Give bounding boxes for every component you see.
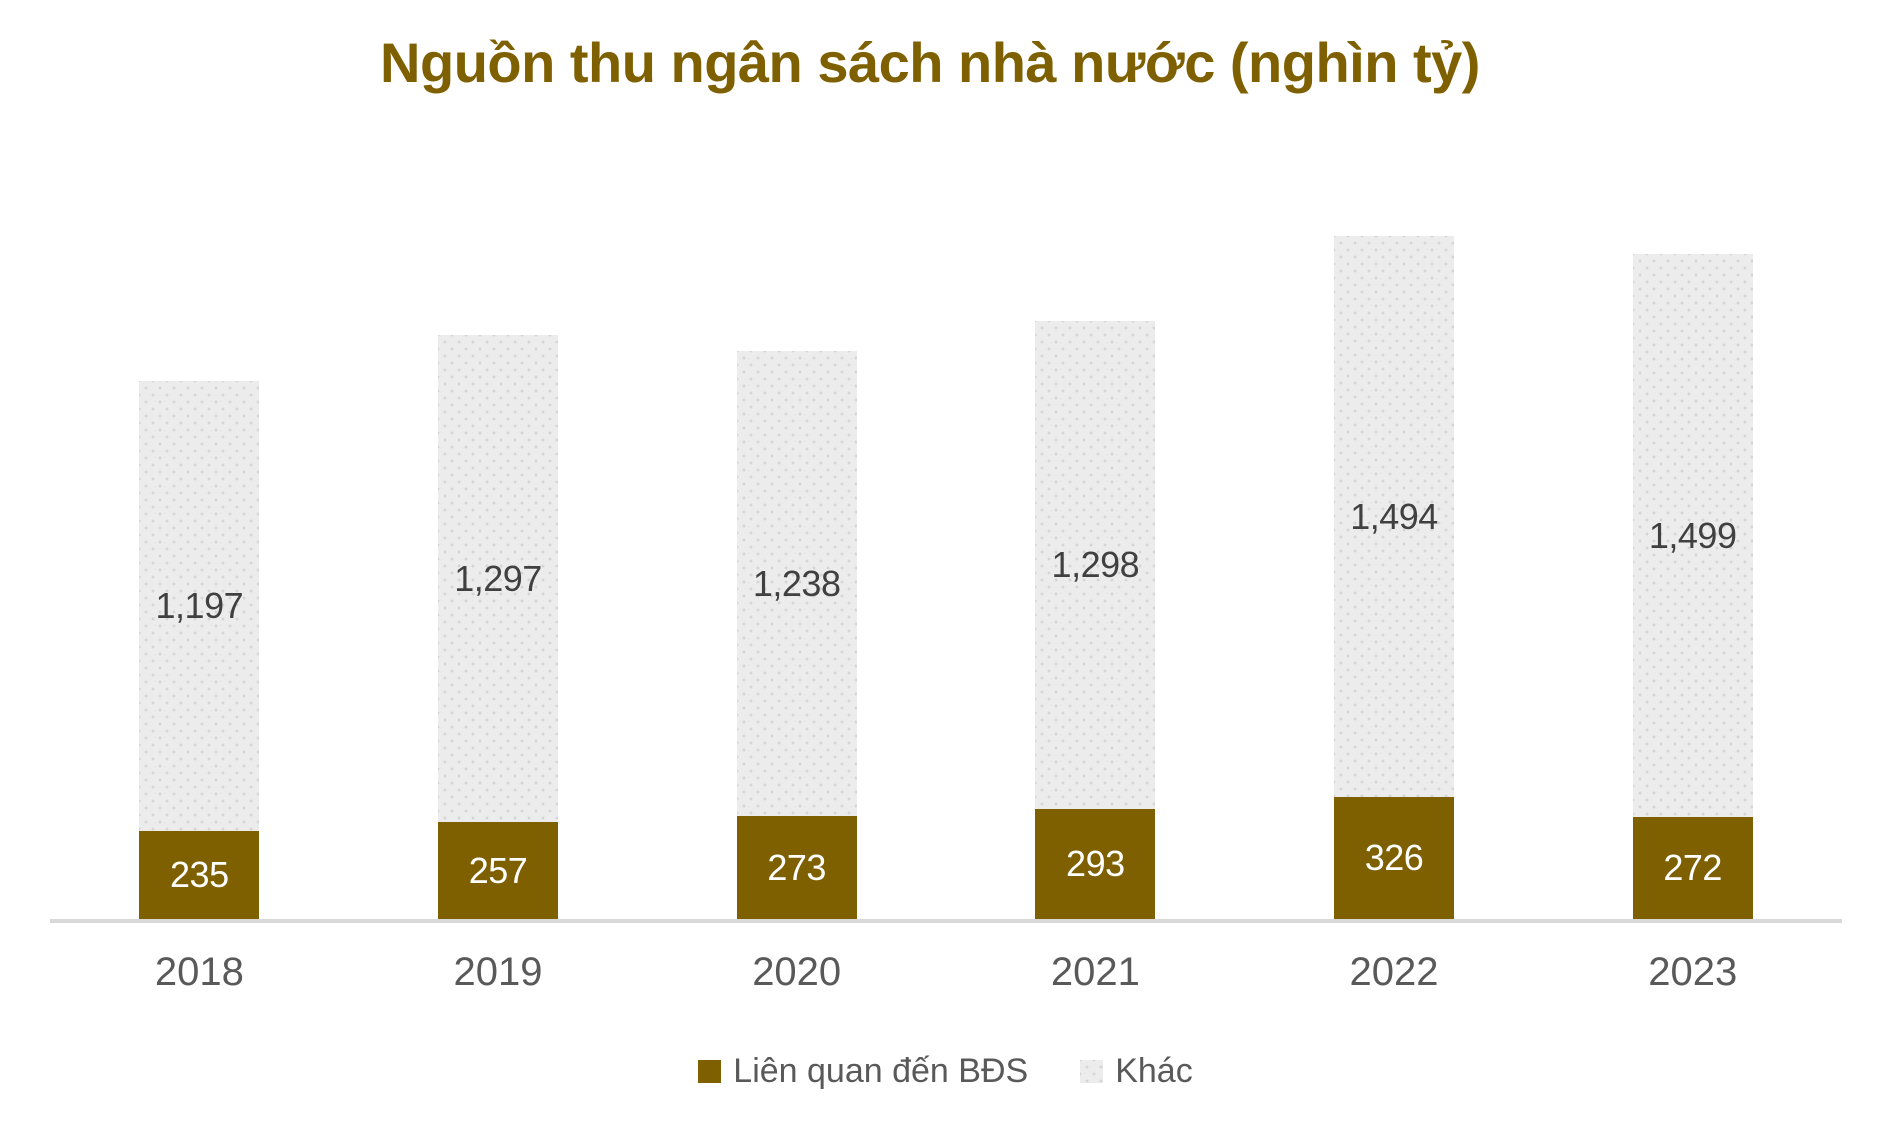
data-label-2019-series1: 1,297 bbox=[454, 557, 542, 599]
bar-slot-2023: 1,499 272 bbox=[1543, 130, 1842, 919]
stacked-bar-2019: 1,297 257 bbox=[438, 335, 558, 919]
legend-swatch-khac bbox=[1080, 1060, 1104, 1083]
bar-segment-2020-series0: 273 bbox=[736, 816, 857, 919]
bar-segment-2021-series0: 293 bbox=[1035, 809, 1156, 919]
legend: Liên quan đến BĐS Khác bbox=[0, 1052, 1891, 1091]
legend-label-bds: Liên quan đến BĐS bbox=[733, 1052, 1029, 1090]
x-axis-label-2018: 2018 bbox=[154, 950, 244, 994]
data-label-2020-series1: 1,238 bbox=[752, 562, 841, 604]
legend-item-bds: Liên quan đến BĐS bbox=[698, 1052, 1028, 1091]
data-label-2018-series1: 1,197 bbox=[155, 585, 244, 626]
legend-label-khac: Khác bbox=[1115, 1052, 1193, 1090]
bar-segment-2020-series1: 1,238 bbox=[736, 351, 857, 816]
data-label-2023-series1: 1,499 bbox=[1648, 514, 1737, 556]
stacked-bar-2021: 1,298 293 bbox=[1035, 321, 1156, 919]
stacked-bar-2023: 1,499 272 bbox=[1632, 254, 1753, 919]
bar-segment-2018-series0: 235 bbox=[139, 831, 260, 919]
data-label-2023-series0: 272 bbox=[1663, 847, 1722, 888]
x-axis-label-2020: 2020 bbox=[752, 950, 842, 994]
stacked-bar-2020: 1,238 273 bbox=[736, 351, 857, 919]
x-axis-label-2021: 2021 bbox=[1050, 950, 1140, 994]
bar-segment-2018-series1: 1,197 bbox=[139, 381, 260, 831]
data-label-2019-series0: 257 bbox=[468, 849, 528, 891]
chart-title: Nguồn thu ngân sách nhà nước (nghìn tỷ) bbox=[380, 31, 1480, 94]
data-label-2021-series1: 1,298 bbox=[1051, 544, 1140, 585]
data-label-2022-series1: 1,494 bbox=[1350, 495, 1438, 537]
bar-slot-2019: 1,297 257 bbox=[349, 130, 648, 919]
bar-segment-2021-series1: 1,298 bbox=[1035, 321, 1156, 809]
bar-segment-2022-series1: 1,494 bbox=[1334, 236, 1455, 797]
data-label-2020-series0: 273 bbox=[767, 846, 826, 888]
bar-slot-2018: 1,197 235 bbox=[50, 130, 349, 919]
x-axis-label-2019: 2019 bbox=[453, 950, 543, 994]
data-label-2018-series0: 235 bbox=[170, 854, 229, 895]
x-axis-label-2022: 2022 bbox=[1349, 950, 1439, 994]
legend-item-khac: Khác bbox=[1080, 1052, 1193, 1091]
stacked-bar-2018: 1,197 235 bbox=[139, 381, 260, 919]
data-label-2022-series0: 326 bbox=[1364, 837, 1424, 878]
bar-segment-2023-series0: 272 bbox=[1632, 817, 1753, 919]
legend-swatch-bds bbox=[698, 1060, 722, 1083]
bar-segment-2022-series0: 326 bbox=[1334, 797, 1455, 919]
data-label-2021-series0: 293 bbox=[1066, 843, 1125, 884]
bar-slot-2022: 1,494 326 bbox=[1245, 130, 1544, 919]
bar-slot-2021: 1,298 293 bbox=[946, 130, 1245, 919]
bar-segment-2023-series1: 1,499 bbox=[1632, 254, 1753, 817]
bar-slot-2020: 1,238 273 bbox=[647, 130, 946, 919]
plot-area: 1,197 235 1,297 257 1,238 273 1,298 293 1,494 326… bbox=[50, 130, 1842, 923]
x-axis-label-2023: 2023 bbox=[1648, 950, 1738, 994]
bar-segment-2019-series1: 1,297 bbox=[438, 335, 558, 822]
x-axis-labels: 2018 2019 2020 2021 2022 2023 bbox=[50, 950, 1842, 995]
bar-segment-2019-series0: 257 bbox=[438, 822, 558, 919]
stacked-bar-2022: 1,494 326 bbox=[1334, 236, 1455, 919]
